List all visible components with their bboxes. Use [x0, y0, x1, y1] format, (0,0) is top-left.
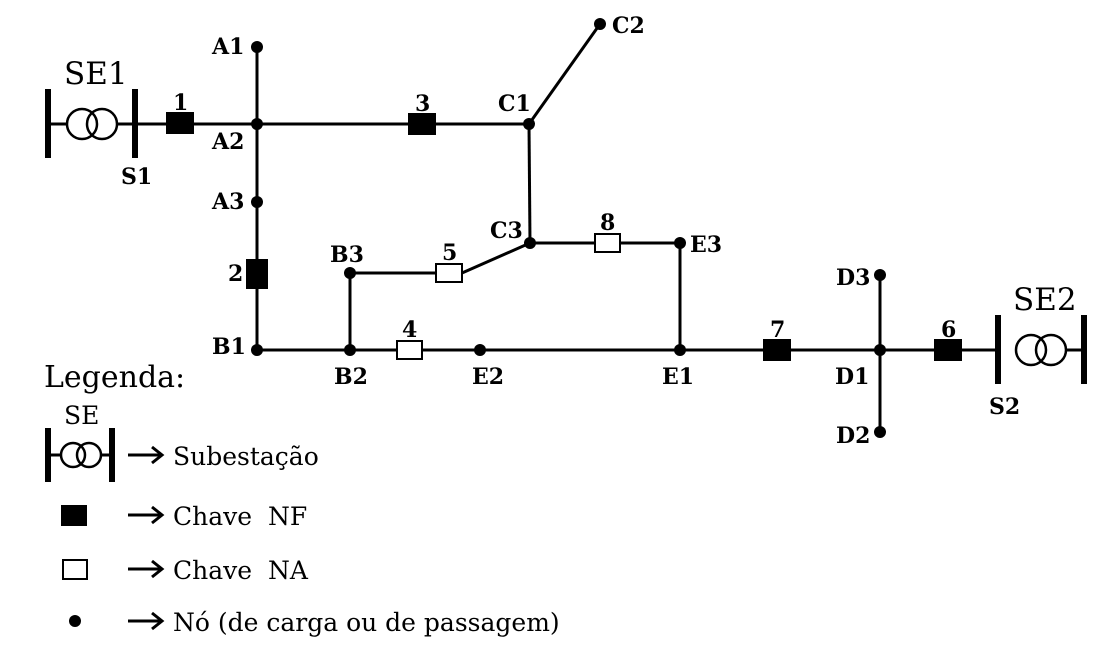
switch-5-label: 5: [442, 240, 457, 266]
switch-8-label: 8: [600, 210, 615, 236]
label-A1: A1: [211, 34, 244, 60]
switch-7-label: 7: [770, 317, 785, 343]
switch-6: [934, 339, 962, 361]
legend-arrow-4: [128, 611, 165, 631]
switch-4: [396, 340, 423, 360]
legend-substation-text: Subestação: [173, 442, 319, 471]
switch-8: [594, 233, 621, 253]
legend-title: Legenda:: [44, 360, 185, 395]
legend-na-symbol: [62, 559, 88, 580]
node-A1: [251, 41, 263, 53]
label-A2: A2: [211, 129, 244, 155]
switch-5: [435, 263, 463, 283]
s2-label: S2: [989, 394, 1020, 420]
line-C1-C3: [527, 123, 532, 244]
legend-arrow-3: [128, 559, 165, 579]
label-C1: C1: [498, 91, 531, 117]
switch-1: [166, 112, 194, 134]
label-B1: B1: [212, 334, 246, 360]
switch-6-label: 6: [941, 317, 956, 343]
se1-label: SE1: [64, 56, 128, 92]
switch-3-label: 3: [415, 91, 430, 117]
node-B3: [344, 267, 356, 279]
legend-node-text: Nó (de carga ou de passagem): [173, 608, 560, 637]
switch-4-label: 4: [402, 317, 417, 343]
node-D2: [874, 426, 886, 438]
legend-na-text: Chave NA: [173, 556, 309, 585]
se1-coil-left: [65, 107, 99, 141]
switch-7: [763, 339, 791, 361]
node-E3: [674, 237, 686, 249]
line-C3-sw5: [461, 241, 531, 275]
node-C1: [523, 118, 535, 130]
label-D2: D2: [836, 423, 870, 449]
line-C1-C2: [527, 23, 602, 125]
switch-2-label: 2: [228, 261, 243, 287]
switch-1-label: 1: [173, 90, 188, 116]
legend: Legenda: SE Subestação Chave NF: [44, 360, 560, 637]
se1-coil-right: [85, 107, 119, 141]
nodes: [251, 18, 886, 438]
label-E2: E2: [472, 364, 504, 390]
node-D1: [874, 344, 886, 356]
se2-coil-right: [1034, 333, 1068, 367]
legend-arrow-1: [128, 445, 165, 465]
legend-node-symbol: [69, 615, 81, 627]
label-B3: B3: [330, 242, 364, 268]
legend-nf-text: Chave NF: [173, 502, 307, 531]
se2-label: SE2: [1013, 282, 1077, 318]
label-E3: E3: [690, 232, 722, 258]
node-C2: [594, 18, 606, 30]
label-A3: A3: [211, 189, 244, 215]
node-B1: [251, 344, 263, 356]
switch-2: [246, 259, 268, 289]
node-B2: [344, 344, 356, 356]
legend-se-coil-right: [75, 441, 103, 469]
node-C3: [524, 237, 536, 249]
label-C2: C2: [612, 13, 645, 39]
s1-label: S1: [121, 164, 152, 190]
legend-se-label: SE: [64, 401, 99, 430]
node-E1: [674, 344, 686, 356]
node-E2: [474, 344, 486, 356]
label-D3: D3: [836, 265, 870, 291]
label-E1: E1: [662, 364, 694, 390]
node-D3: [874, 269, 886, 281]
legend-nf-symbol: [61, 505, 87, 526]
node-A3: [251, 196, 263, 208]
node-labels: A1 A2 A3 B1 B2 B3 C1 C2 C3 D1 D2 D3 E1 E…: [211, 13, 870, 449]
legend-substation-symbol: SE: [45, 401, 115, 482]
label-D1: D1: [835, 364, 869, 390]
label-B2: B2: [334, 364, 368, 390]
label-C3: C3: [490, 218, 523, 244]
legend-se-coil-left: [59, 441, 87, 469]
switches: 1 2 3 4 5 6 7 8: [166, 90, 962, 361]
switch-3: [408, 113, 436, 135]
substation-se2: SE2 S2: [989, 282, 1087, 420]
se2-coil-left: [1014, 333, 1048, 367]
node-A2: [251, 118, 263, 130]
substation-se1: SE1 S1: [45, 56, 152, 190]
legend-arrow-2: [128, 505, 165, 525]
